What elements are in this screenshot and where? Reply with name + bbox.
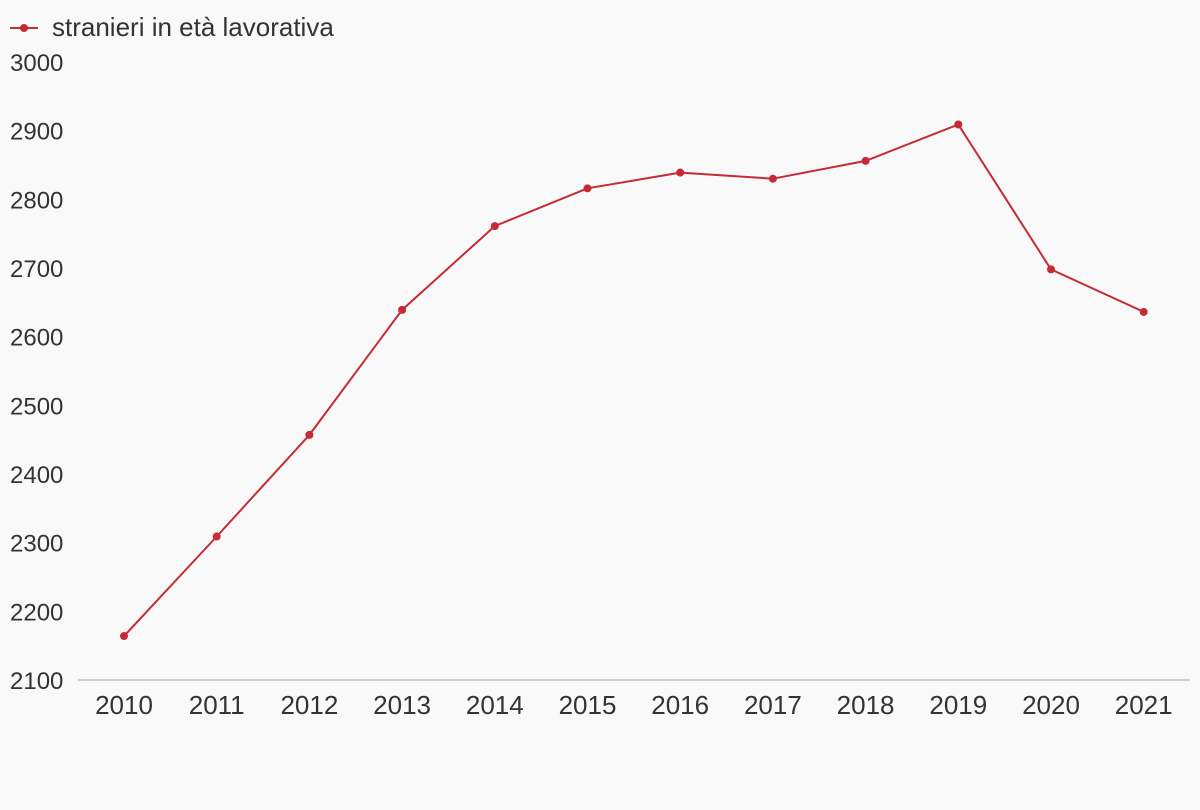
y-tick-label: 2300 [10, 531, 63, 558]
y-tick-label: 2200 [10, 599, 63, 626]
data-point [768, 174, 777, 183]
data-point [398, 305, 407, 314]
legend-label: stranieri in età lavorativa [52, 12, 334, 42]
x-tick-label: 2013 [373, 690, 431, 720]
data-point [583, 184, 592, 193]
data-point [676, 168, 685, 177]
x-tick-label: 2020 [1022, 690, 1080, 720]
y-tick-label: 2100 [10, 668, 63, 695]
legend: stranieri in età lavorativa [10, 12, 334, 42]
x-tick-label: 2012 [280, 690, 338, 720]
legend-dot-marker [20, 24, 28, 32]
data-point [212, 532, 221, 541]
x-tick-label: 2019 [929, 690, 987, 720]
y-tick-label: 2800 [10, 187, 63, 214]
y-tick-label: 2900 [10, 119, 63, 146]
data-point [490, 222, 499, 231]
y-tick-label: 2600 [10, 325, 63, 352]
y-tick-label: 2700 [10, 256, 63, 283]
x-tick-label: 2016 [651, 690, 709, 720]
x-tick-label: 2015 [559, 690, 617, 720]
data-point [861, 156, 870, 165]
y-tick-label: 2400 [10, 462, 63, 489]
plot-area [120, 120, 1148, 641]
series-line [123, 123, 1145, 637]
x-tick-label: 2021 [1115, 690, 1173, 720]
y-tick-label: 2500 [10, 393, 63, 420]
data-point [305, 430, 314, 439]
x-axis: 2010 2011 2012 2013 2014 2015 2016 2017 2018 2019… [78, 679, 1190, 720]
x-tick-label: 2017 [744, 690, 802, 720]
data-point [1047, 265, 1055, 274]
data-point [1139, 307, 1148, 316]
x-tick-label: 2014 [466, 690, 524, 720]
x-tick-label: 2011 [189, 690, 245, 720]
x-tick-label: 2018 [837, 690, 895, 720]
y-axis: 3000 2900 2800 2700 2600 2500 2400 2300 2200 2100 [10, 50, 63, 695]
data-point [120, 632, 128, 641]
x-tick-label: 2010 [95, 690, 153, 720]
y-tick-label: 3000 [10, 50, 63, 77]
data-point [954, 120, 963, 129]
